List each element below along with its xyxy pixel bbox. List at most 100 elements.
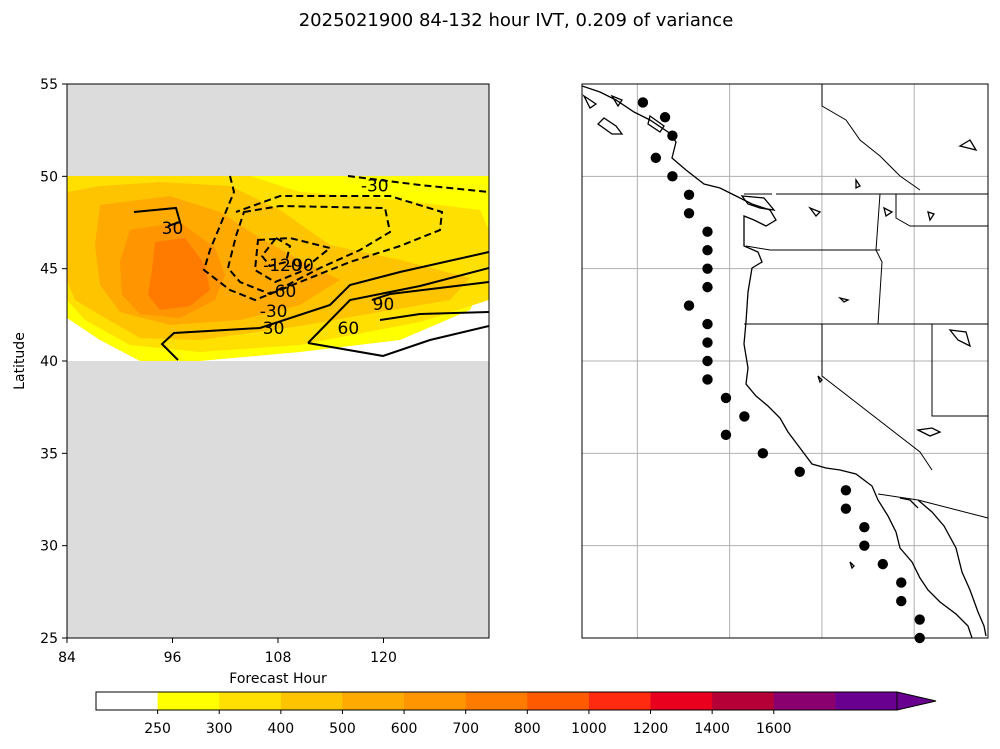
lake xyxy=(837,296,850,303)
contour-label: -30 xyxy=(361,177,389,197)
colorbar-extend-arrow xyxy=(896,691,937,711)
lake xyxy=(817,375,823,384)
y-tick-label: 25 xyxy=(40,631,58,647)
y-tick-label: 50 xyxy=(40,169,58,185)
colorbar-bin xyxy=(157,692,220,710)
colorbar-bin xyxy=(650,692,713,710)
station-points xyxy=(637,97,925,644)
contour-label: 90 xyxy=(373,295,395,315)
lake xyxy=(855,177,861,190)
colorbar-tick-label: 1400 xyxy=(694,721,730,737)
station-map-panel xyxy=(581,83,989,644)
station-point xyxy=(840,485,852,496)
station-point xyxy=(659,112,671,123)
coastline xyxy=(596,117,624,135)
colorbar-tick-label: 500 xyxy=(329,721,356,737)
left-axes: 84 96 108 120 25 30 35 40 45 50 55 xyxy=(40,77,397,666)
station-point xyxy=(702,226,713,237)
coastline xyxy=(899,497,919,509)
y-tick-label: 40 xyxy=(40,354,58,370)
colorbar-tick-label: 1600 xyxy=(756,721,792,737)
contour-line-positive xyxy=(307,267,489,344)
contour-line-positive xyxy=(371,281,489,301)
colorbar-tick-label: 250 xyxy=(144,721,171,737)
station-point xyxy=(667,130,678,141)
political-borders xyxy=(744,84,988,519)
contour-label: -60 xyxy=(269,282,297,302)
station-point xyxy=(859,540,870,551)
colorbar-tick-label: 1200 xyxy=(633,721,669,737)
station-point xyxy=(877,558,889,570)
station-point xyxy=(702,318,713,330)
colorbar-bin xyxy=(465,692,528,710)
colorbar-tick-label: 800 xyxy=(514,721,541,737)
contour-label: -30 xyxy=(260,302,288,322)
station-point xyxy=(859,522,870,533)
x-tick-label: 96 xyxy=(164,650,182,666)
contour-line-negative xyxy=(253,236,333,284)
border-wa-or xyxy=(745,245,880,251)
border-nv-east xyxy=(931,324,988,417)
station-point xyxy=(896,595,907,607)
station-point xyxy=(683,208,695,219)
y-tick-label: 35 xyxy=(40,446,58,462)
station-point xyxy=(794,466,805,477)
station-point xyxy=(650,152,662,164)
colorbar-tick-label: 300 xyxy=(206,721,233,737)
coastline xyxy=(647,114,665,133)
contour-line-positive xyxy=(307,325,489,358)
contour-line-negative xyxy=(226,204,392,296)
lake xyxy=(883,206,894,218)
border-ca-nv xyxy=(821,324,933,471)
station-point xyxy=(757,448,769,459)
lake xyxy=(927,211,936,222)
coastline xyxy=(582,94,598,109)
border-id-west xyxy=(875,193,883,325)
filled-contours xyxy=(67,176,489,361)
lake xyxy=(915,427,942,437)
colorbar-bin xyxy=(219,692,282,710)
y-tick-label: 55 xyxy=(40,77,58,93)
station-point xyxy=(720,429,732,441)
station-point xyxy=(720,392,732,404)
colorbar-bin xyxy=(280,692,343,710)
station-point xyxy=(702,374,713,385)
contour-label: -90 xyxy=(286,256,314,276)
station-point xyxy=(637,97,649,108)
coastline xyxy=(917,499,987,637)
y-tick-label: 30 xyxy=(40,539,58,555)
coastline xyxy=(582,85,973,638)
contour-fill-700 xyxy=(148,238,210,310)
colorbar-tick-label: 1000 xyxy=(571,721,607,737)
colorbar-bin xyxy=(342,692,405,710)
station-point xyxy=(896,577,907,588)
station-point xyxy=(683,189,695,200)
station-point xyxy=(914,614,925,625)
coastline xyxy=(958,139,978,152)
station-point xyxy=(840,503,852,514)
coastline xyxy=(740,195,776,211)
station-point xyxy=(702,245,713,256)
ivt-colorbar: 250 300 400 500 600 700 800 1000 1200 1400 1600 xyxy=(95,691,937,737)
contour-label: 60 xyxy=(338,319,360,339)
coastline xyxy=(610,94,623,108)
contour-line-positive xyxy=(379,311,489,321)
contour-line-negative xyxy=(260,236,292,268)
station-point xyxy=(702,355,713,367)
contour-line-positive xyxy=(160,251,489,361)
border-mt xyxy=(895,194,988,227)
lake xyxy=(849,561,855,570)
colorbar-bin xyxy=(96,692,159,710)
contour-label: 30 xyxy=(162,219,184,239)
figure-title: 2025021900 84-132 hour IVT, 0.209 of var… xyxy=(299,10,734,31)
contour-lines xyxy=(133,175,489,361)
contour-line-negative xyxy=(347,175,489,193)
colorbar-tick-label: 600 xyxy=(391,721,418,737)
contour-line-negative xyxy=(202,175,444,302)
contour-label: -120 xyxy=(263,256,302,276)
map-frame xyxy=(581,83,989,639)
colorbar-frame xyxy=(95,691,898,711)
